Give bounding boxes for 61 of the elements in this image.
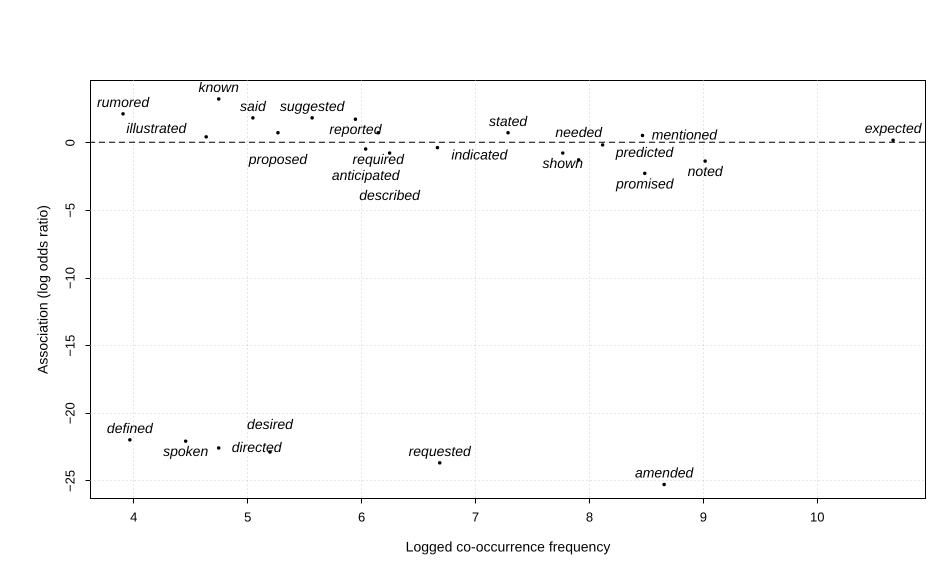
point bbox=[364, 147, 368, 151]
data-label: mentioned bbox=[652, 126, 718, 142]
point bbox=[438, 461, 442, 465]
data-label: defined bbox=[106, 420, 154, 436]
data-label: anticipated bbox=[332, 166, 401, 183]
data-label: promised bbox=[614, 175, 675, 192]
data-label: desired bbox=[247, 416, 294, 432]
data-label: noted bbox=[688, 163, 724, 180]
data-label: shown bbox=[542, 155, 584, 172]
data-label: directed bbox=[232, 438, 283, 455]
x-axis-title: Logged co-occurrence frequency bbox=[406, 538, 610, 554]
data-label: suggested bbox=[280, 98, 346, 114]
point bbox=[310, 116, 314, 120]
data-label: said bbox=[240, 98, 267, 114]
point bbox=[436, 146, 440, 150]
y-tick-label: −25 bbox=[62, 470, 78, 492]
data-label: predicted bbox=[614, 144, 675, 160]
data-label: needed bbox=[555, 124, 604, 140]
data-label: indicated bbox=[451, 146, 509, 163]
x-tick-label: 4 bbox=[130, 510, 138, 524]
data-label: proposed bbox=[248, 150, 308, 167]
point bbox=[640, 134, 644, 138]
x-tick-label: 6 bbox=[358, 510, 366, 524]
point bbox=[506, 131, 510, 134]
point bbox=[703, 159, 707, 163]
data-label: requested bbox=[408, 442, 472, 459]
x-tick-label: 10 bbox=[810, 510, 825, 524]
y-tick-label: −20 bbox=[62, 402, 78, 424]
point bbox=[251, 116, 255, 120]
data-label: amended bbox=[634, 464, 695, 480]
point bbox=[121, 112, 125, 116]
point bbox=[204, 135, 208, 139]
data-label: known bbox=[198, 78, 240, 95]
data-label: rumored bbox=[96, 94, 150, 110]
data-label: stated bbox=[489, 112, 528, 129]
data-label: expected bbox=[864, 120, 923, 136]
data-label: illustrated bbox=[126, 120, 188, 136]
point bbox=[600, 143, 604, 147]
y-tick-label: −10 bbox=[62, 266, 78, 290]
x-tick-label: 7 bbox=[472, 510, 480, 524]
y-tick-label: −5 bbox=[62, 202, 78, 218]
point bbox=[216, 97, 220, 101]
data-label: described bbox=[359, 187, 422, 204]
point bbox=[276, 131, 280, 134]
data-label: required bbox=[352, 150, 406, 167]
point bbox=[561, 151, 564, 155]
y-axis-title: Association (log odds ratio) bbox=[34, 205, 50, 374]
y-tick-label: 0 bbox=[62, 139, 78, 146]
point bbox=[128, 438, 132, 442]
x-tick-label: 8 bbox=[586, 510, 594, 524]
point bbox=[354, 118, 358, 121]
point bbox=[662, 482, 666, 486]
y-tick-label: −15 bbox=[62, 334, 78, 357]
data-label: reported bbox=[329, 121, 383, 138]
data-label: spoken bbox=[163, 443, 208, 460]
point bbox=[643, 172, 646, 176]
point bbox=[216, 446, 220, 450]
point bbox=[184, 439, 188, 443]
point bbox=[891, 138, 895, 142]
x-tick-label: 5 bbox=[244, 510, 252, 524]
x-tick-label: 9 bbox=[700, 510, 707, 524]
